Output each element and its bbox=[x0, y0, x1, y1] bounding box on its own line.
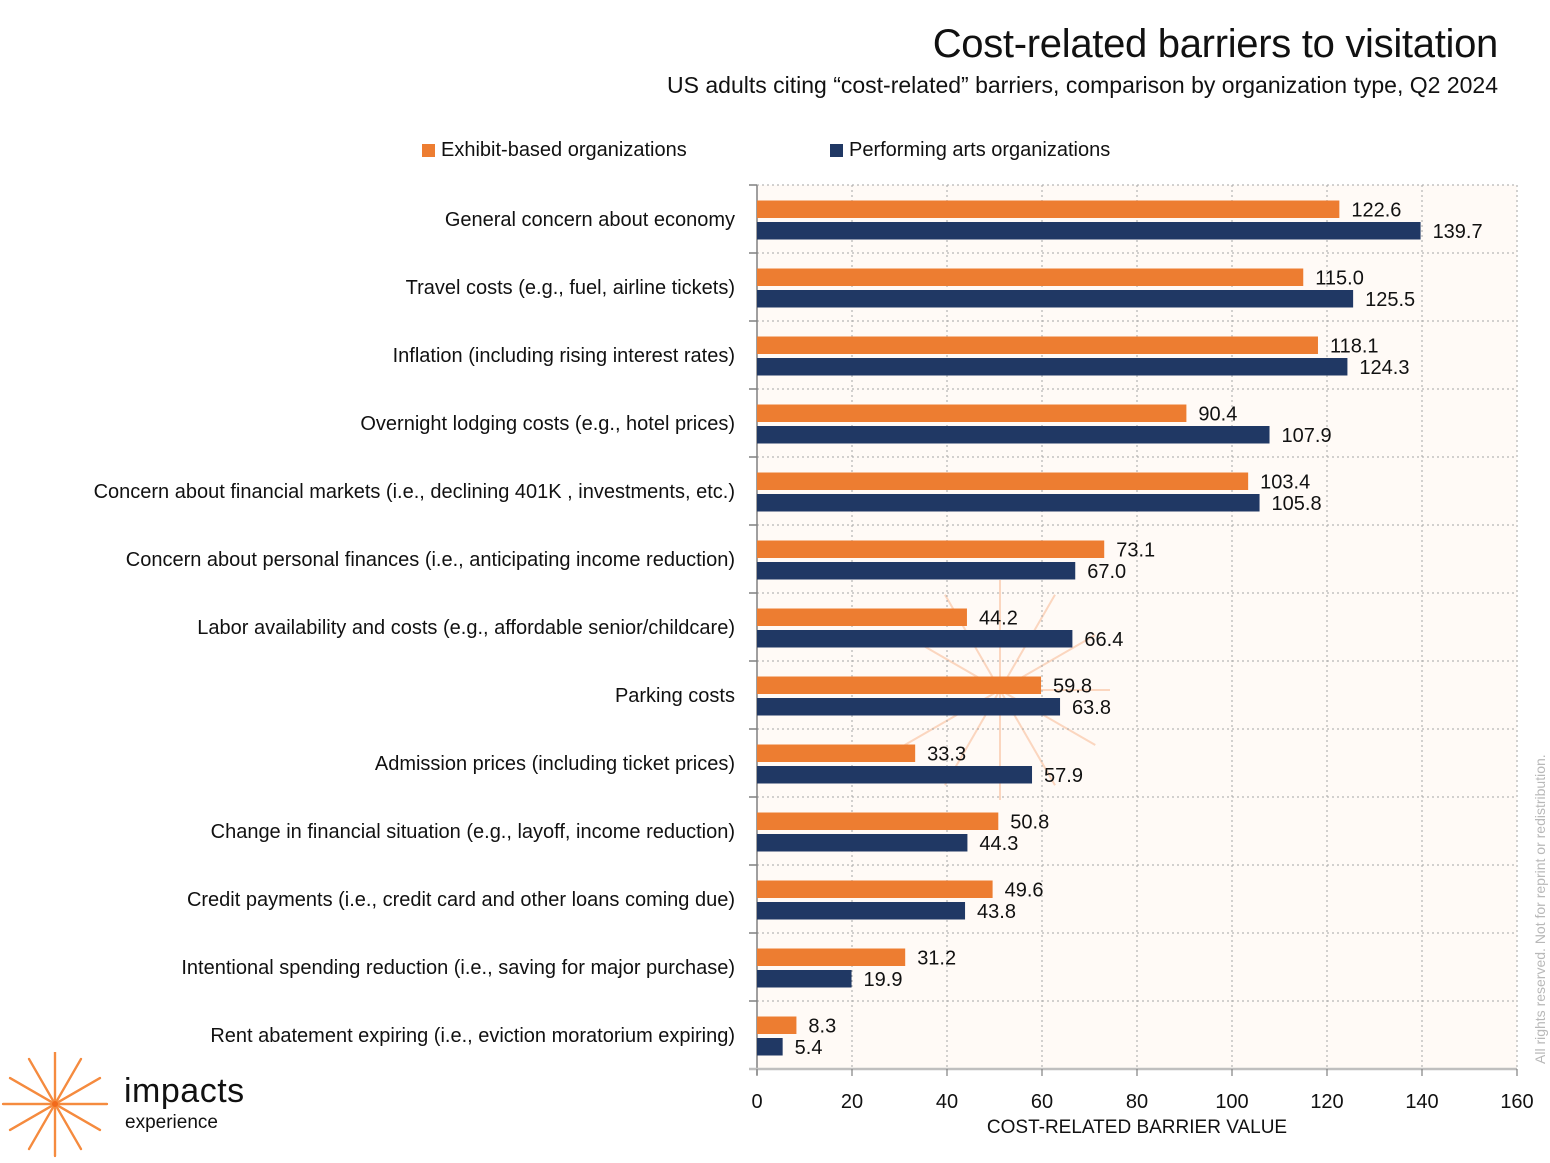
data-label-performing: 57.9 bbox=[1044, 765, 1083, 787]
data-label-exhibit: 90.4 bbox=[1198, 403, 1237, 425]
bar-exhibit bbox=[757, 268, 1304, 286]
data-label-performing: 124.3 bbox=[1359, 357, 1409, 379]
data-label-exhibit: 122.6 bbox=[1351, 199, 1401, 221]
data-label-performing: 105.8 bbox=[1272, 493, 1322, 515]
data-label-exhibit: 8.3 bbox=[808, 1015, 836, 1037]
x-tick-label: 0 bbox=[751, 1091, 762, 1113]
bar-performing bbox=[757, 222, 1421, 240]
bar-exhibit bbox=[757, 608, 967, 626]
bar-performing bbox=[757, 970, 852, 988]
copyright-notice: All rights reserved. Not for reprint or … bbox=[1532, 754, 1548, 1064]
category-label: Credit payments (i.e., credit card and o… bbox=[187, 889, 735, 911]
category-label: Rent abatement expiring (i.e., eviction … bbox=[210, 1025, 735, 1047]
category-label: Concern about financial markets (i.e., d… bbox=[94, 481, 735, 503]
category-label: Parking costs bbox=[615, 685, 735, 707]
legend-item-performing: Performing arts organizations bbox=[830, 137, 1110, 163]
category-label: Change in financial situation (e.g., lay… bbox=[211, 821, 735, 843]
x-tick-label: 60 bbox=[1031, 1091, 1053, 1113]
data-label-exhibit: 73.1 bbox=[1116, 539, 1155, 561]
x-tick-label: 120 bbox=[1310, 1091, 1343, 1113]
bar-performing bbox=[757, 834, 968, 852]
data-label-exhibit: 118.1 bbox=[1330, 335, 1379, 357]
data-label-performing: 43.8 bbox=[977, 901, 1016, 923]
x-tick-label: 140 bbox=[1405, 1091, 1438, 1113]
category-label: Overnight lodging costs (e.g., hotel pri… bbox=[360, 413, 735, 435]
data-label-exhibit: 31.2 bbox=[917, 947, 956, 969]
bar-performing bbox=[757, 494, 1260, 512]
bar-performing bbox=[757, 426, 1270, 444]
data-label-performing: 19.9 bbox=[864, 969, 903, 991]
legend-label-performing: Performing arts organizations bbox=[849, 138, 1111, 161]
data-label-exhibit: 59.8 bbox=[1053, 675, 1092, 697]
category-label: Inflation (including rising interest rat… bbox=[393, 345, 735, 367]
bar-exhibit bbox=[757, 404, 1187, 422]
bar-performing bbox=[757, 358, 1348, 376]
data-label-exhibit: 103.4 bbox=[1260, 471, 1310, 493]
chart-title: Cost-related barriers to visitation bbox=[932, 22, 1499, 66]
data-label-exhibit: 115.0 bbox=[1315, 267, 1364, 289]
category-label: Intentional spending reduction (i.e., sa… bbox=[181, 957, 735, 979]
data-label-performing: 5.4 bbox=[795, 1037, 823, 1059]
category-label: Travel costs (e.g., fuel, airline ticket… bbox=[406, 277, 735, 299]
legend-item-exhibit: Exhibit-based organizations bbox=[422, 137, 687, 163]
bar-exhibit bbox=[757, 200, 1340, 218]
category-label: Concern about personal finances (i.e., a… bbox=[126, 549, 735, 571]
bar-exhibit bbox=[757, 948, 906, 966]
category-label: Admission prices (including ticket price… bbox=[375, 753, 735, 775]
data-label-performing: 139.7 bbox=[1433, 221, 1483, 243]
x-tick-label: 80 bbox=[1126, 1091, 1148, 1113]
bar-exhibit bbox=[757, 472, 1249, 490]
data-label-performing: 107.9 bbox=[1282, 425, 1332, 447]
legend-label-exhibit: Exhibit-based organizations bbox=[441, 138, 687, 161]
data-label-performing: 66.4 bbox=[1084, 629, 1123, 651]
bar-exhibit bbox=[757, 336, 1318, 354]
category-label: Labor availability and costs (e.g., affo… bbox=[197, 617, 735, 639]
bar-performing bbox=[757, 1038, 783, 1056]
x-axis-title: COST-RELATED BARRIER VALUE bbox=[987, 1117, 1287, 1138]
bar-exhibit bbox=[757, 812, 999, 830]
bar-performing bbox=[757, 562, 1076, 580]
chart-subtitle: US adults citing “cost-related” barriers… bbox=[667, 72, 1498, 98]
bar-performing bbox=[757, 698, 1061, 716]
bar-exhibit bbox=[757, 676, 1042, 694]
data-label-performing: 125.5 bbox=[1365, 289, 1415, 311]
data-label-exhibit: 33.3 bbox=[927, 743, 966, 765]
x-tick-label: 20 bbox=[841, 1091, 863, 1113]
bar-exhibit bbox=[757, 540, 1105, 558]
x-tick-label: 160 bbox=[1500, 1091, 1533, 1113]
bar-performing bbox=[757, 290, 1354, 308]
data-label-performing: 67.0 bbox=[1087, 561, 1126, 583]
data-label-exhibit: 44.2 bbox=[979, 607, 1018, 629]
legend-swatch-exhibit bbox=[422, 143, 435, 157]
logo-text-impacts: impacts bbox=[124, 1072, 245, 1110]
data-label-performing: 44.3 bbox=[979, 833, 1018, 855]
category-label: General concern about economy bbox=[445, 209, 735, 231]
legend-swatch-performing bbox=[830, 143, 843, 157]
data-label-exhibit: 49.6 bbox=[1005, 879, 1044, 901]
bar-performing bbox=[757, 766, 1033, 784]
bar-performing bbox=[757, 902, 966, 920]
bar-exhibit bbox=[757, 1016, 797, 1034]
x-tick-label: 40 bbox=[936, 1091, 958, 1113]
data-label-exhibit: 50.8 bbox=[1010, 811, 1049, 833]
data-label-performing: 63.8 bbox=[1072, 697, 1111, 719]
x-tick-label: 100 bbox=[1215, 1091, 1248, 1113]
bar-exhibit bbox=[757, 744, 916, 762]
logo-text-experience: experience bbox=[125, 1112, 218, 1133]
bar-exhibit bbox=[757, 880, 993, 898]
bar-performing bbox=[757, 630, 1073, 648]
starburst-icon bbox=[1, 1052, 109, 1158]
